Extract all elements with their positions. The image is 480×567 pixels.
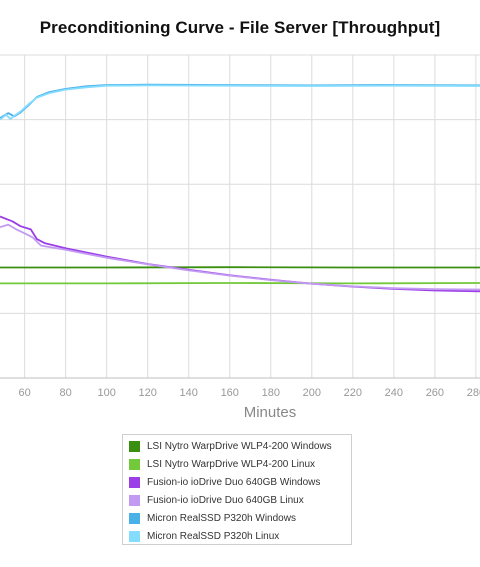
- x-tick-label: 280: [467, 387, 480, 399]
- legend-item: Micron RealSSD P320h Windows: [129, 509, 351, 527]
- legend-swatch: [129, 530, 140, 542]
- x-tick-label: 260: [426, 387, 444, 399]
- x-tick-label: 100: [97, 387, 115, 399]
- legend-label: LSI Nytro WarpDrive WLP4-200 Windows: [147, 440, 332, 452]
- legend-swatch: [129, 512, 140, 524]
- legend-swatch: [129, 494, 140, 506]
- legend-swatch: [129, 476, 140, 488]
- x-tick-label: 220: [344, 387, 362, 399]
- legend-swatch: [129, 458, 140, 470]
- x-tick-label: 60: [18, 387, 30, 399]
- legend-item: LSI Nytro WarpDrive WLP4-200 Windows: [129, 437, 351, 455]
- x-tick-label: 200: [303, 387, 321, 399]
- legend-swatch: [129, 440, 140, 452]
- legend-label: Fusion-io ioDrive Duo 640GB Windows: [147, 476, 321, 488]
- series-line-3: [0, 215, 480, 293]
- chart-title: Preconditioning Curve - File Server [Thr…: [39, 18, 441, 37]
- series-line-6: [0, 84, 480, 121]
- legend-item: Fusion-io ioDrive Duo 640GB Windows: [129, 473, 351, 491]
- legend-label: Fusion-io ioDrive Duo 640GB Linux: [147, 494, 304, 506]
- x-tick-label: 160: [221, 387, 239, 399]
- x-tick-label: 240: [385, 387, 403, 399]
- x-tick-label: 180: [262, 387, 280, 399]
- series-line-4: [0, 223, 480, 291]
- x-tick-label: 120: [139, 387, 157, 399]
- legend-label: Micron RealSSD P320h Windows: [147, 512, 296, 524]
- legend-item: LSI Nytro WarpDrive WLP4-200 Linux: [129, 455, 351, 473]
- legend-label: LSI Nytro WarpDrive WLP4-200 Linux: [147, 458, 316, 470]
- legend-item: Micron RealSSD P320h Linux: [129, 527, 351, 545]
- x-tick-label: 80: [60, 387, 72, 399]
- legend: LSI Nytro WarpDrive WLP4-200 Windows LSI …: [122, 434, 352, 545]
- legend-item: Fusion-io ioDrive Duo 640GB Linux: [129, 491, 351, 509]
- x-tick-label: 140: [180, 387, 198, 399]
- legend-label: Micron RealSSD P320h Linux: [147, 530, 280, 542]
- x-axis-title: Minutes: [244, 404, 297, 421]
